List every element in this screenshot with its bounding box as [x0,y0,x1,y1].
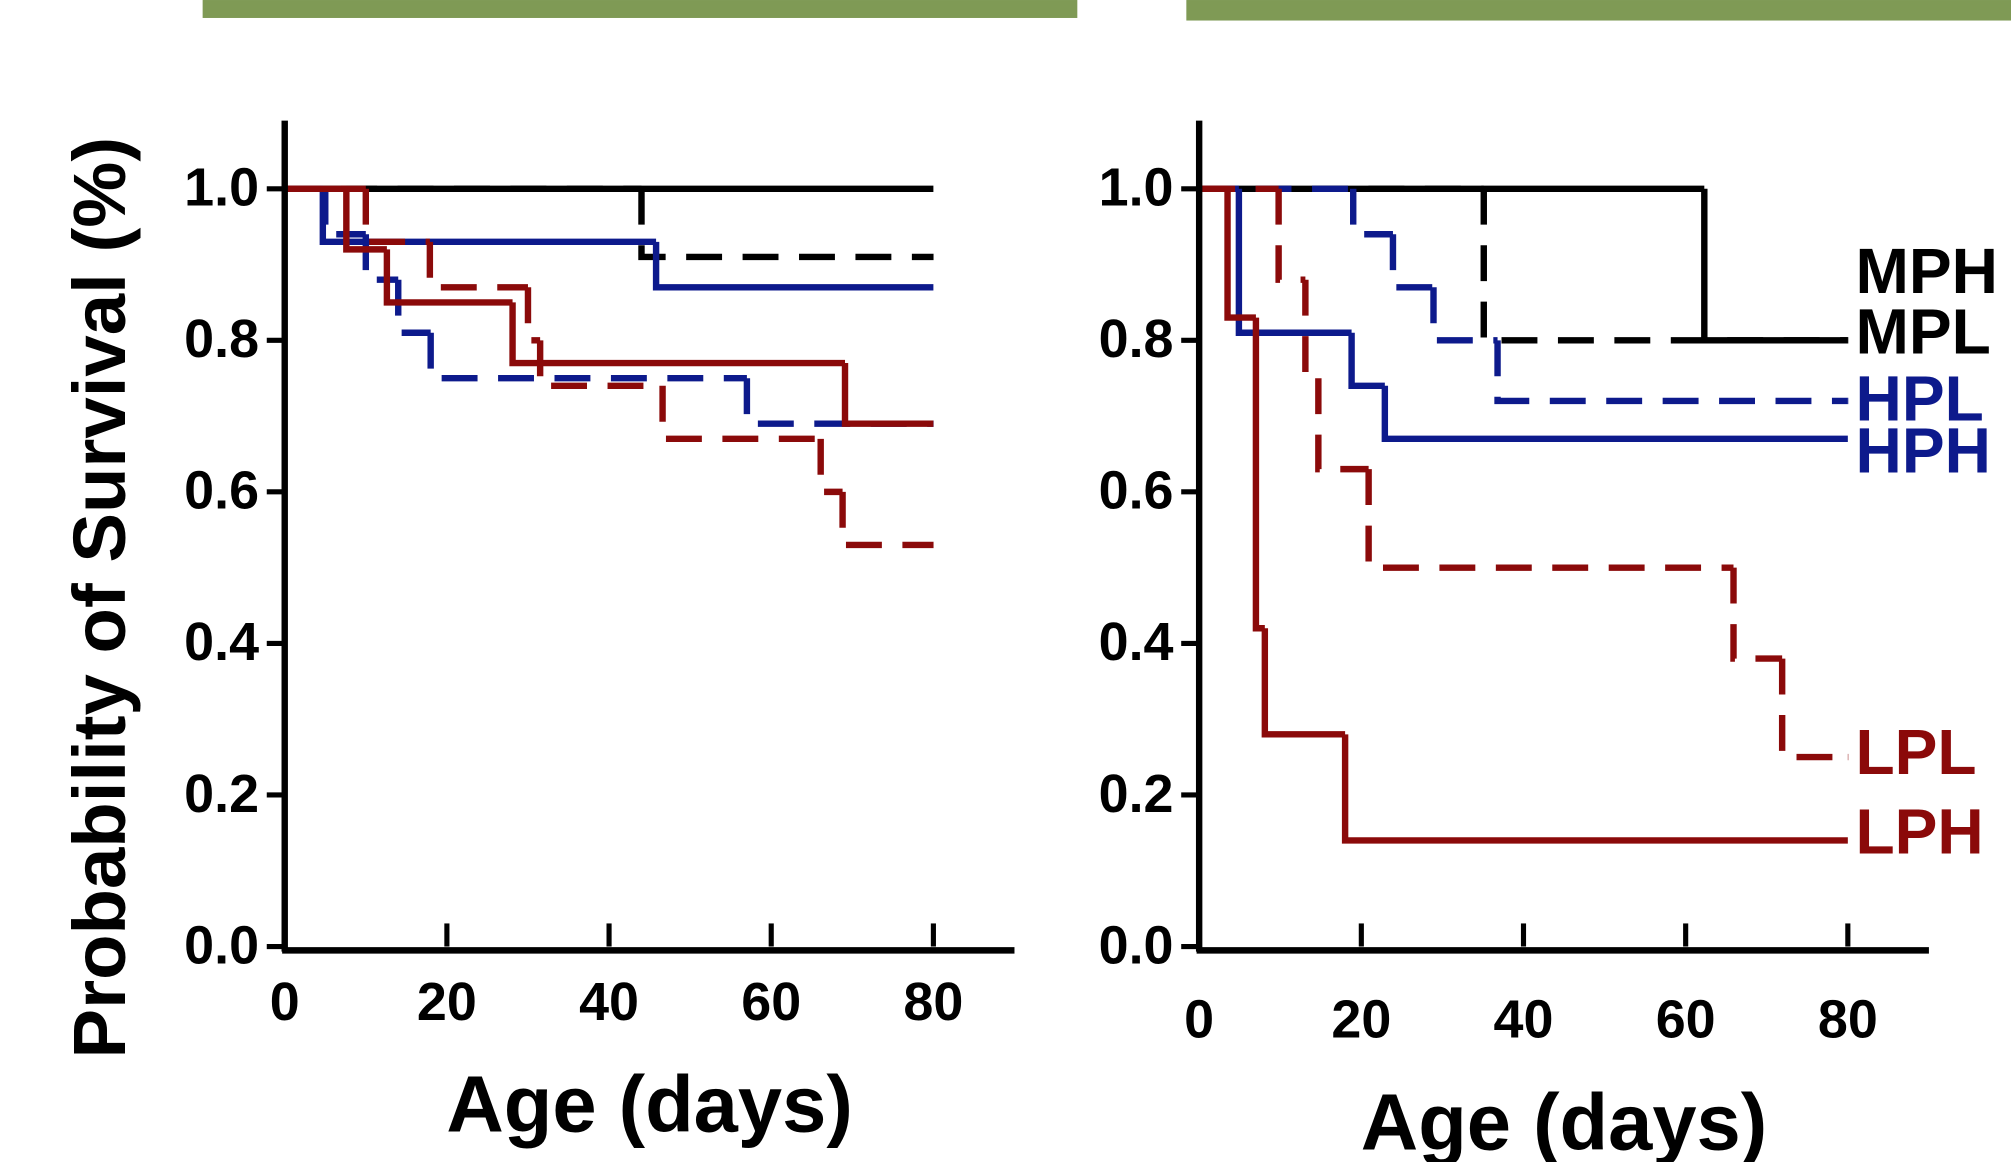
series-label: MPH [1856,235,1998,307]
survival-step [427,332,747,382]
survival-step [1235,188,1352,336]
y-tick-label: 0.2 [184,764,259,824]
survival-step [839,491,934,549]
survival-step [1341,734,1848,844]
y-tick-label: 0.4 [184,612,259,672]
survival-step [1494,340,1848,405]
x-tick-label: 0 [1184,990,1214,1050]
y-tick-label: 0.6 [1099,461,1174,521]
survival-step [1730,567,1783,662]
survival-step [322,188,366,238]
survival-step [509,302,846,367]
survival-step [1389,234,1434,291]
series-label: LPH [1856,796,1984,868]
y-tick-label: 1.0 [184,158,259,218]
x-tick-label: 80 [903,972,963,1032]
survival-step [1275,188,1306,283]
survival-step [652,241,934,291]
survival-step [1381,385,1848,443]
survival-step [426,241,528,291]
x-tick-label: 60 [1656,990,1716,1050]
y-tick-label: 0.2 [1099,764,1174,824]
survival-step [1430,287,1498,344]
series-label: HPL [1856,362,1984,434]
survival-step [1350,188,1393,238]
survival-step [1261,628,1346,738]
survival-step [343,188,387,253]
x-tick-label: 0 [270,972,300,1032]
survival-step [1701,188,1848,344]
y-tick-label: 0.6 [184,461,259,521]
survival-step [659,385,821,443]
survival-step [1365,469,1734,571]
x-tick-label: 20 [1331,990,1391,1050]
survival-step [1224,188,1256,321]
y-tick-label: 0.4 [1099,612,1174,672]
survival-step [536,340,663,389]
survival-step [841,363,934,427]
survival-step [1348,332,1385,389]
survival-step [395,279,431,336]
survival-step [1252,317,1265,632]
y-axis-title: Probability of Survival (%) [58,137,141,1059]
survival-step [524,287,541,344]
x-tick-label: 40 [1494,990,1554,1050]
survival-step [1315,378,1369,473]
y-tick-label: 1.0 [1099,158,1174,218]
x-tick-label: 60 [741,972,801,1032]
y-tick-label: 0.8 [184,309,259,369]
x-axis-title: Age (days) [446,1060,852,1149]
y-tick-label: 0.0 [1099,915,1174,975]
survival-step [1302,279,1319,382]
y-tick-label: 0.8 [1099,309,1174,369]
x-axis-title: Age (days) [1361,1078,1767,1162]
survival-step [1480,188,1848,344]
x-tick-label: 80 [1818,990,1878,1050]
survival-step [743,378,934,427]
x-tick-label: 20 [417,972,477,1032]
photo-strip [202,0,1078,18]
series-label: HPH [1856,414,1991,486]
y-tick-label: 0.0 [184,915,259,975]
survival-step [638,188,934,261]
photo-strip [1186,0,2011,21]
survival-step [383,249,513,306]
series-label: MPL [1856,295,1991,367]
x-tick-label: 40 [579,972,639,1032]
survival-step [319,188,657,246]
series-label: LPL [1856,716,1977,788]
survival-step [362,188,430,246]
survival-step [1778,658,1848,761]
survival-step [817,438,843,496]
